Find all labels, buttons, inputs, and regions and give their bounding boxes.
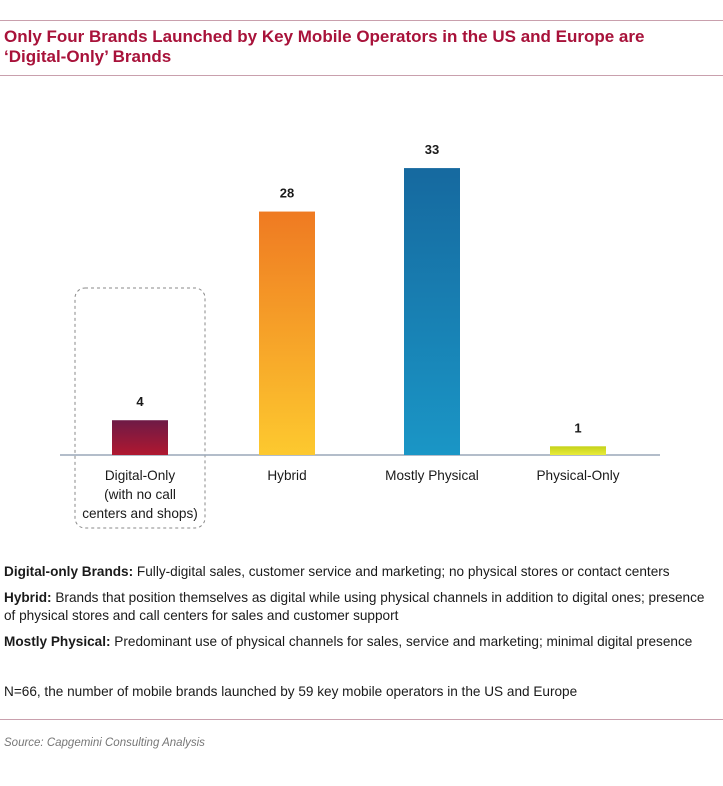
value-label-mostly-physical: 33 [425,142,439,157]
definition-term: Hybrid: [4,590,52,605]
category-sublabel-digital-only: (with no call [104,487,176,502]
source-note: Source: Capgemini Consulting Analysis [4,737,205,749]
highlight-box [74,287,206,529]
definition-term: Digital-only Brands: [4,564,134,579]
chart-title-line-2: ‘Digital-Only’ Brands [4,47,172,66]
category-label-digital-only: Digital-Only [105,468,175,483]
definition-term: Mostly Physical: [4,634,111,649]
bar-digital-only [112,420,168,455]
definition-digital-only: Digital-only Brands: Fully-digital sales… [4,563,716,581]
category-label-mostly-physical: Mostly Physical [385,468,479,483]
definition-mostly-physical: Mostly Physical: Predominant use of phys… [4,633,716,651]
category-label-hybrid: Hybrid [267,468,306,483]
category-sublabel-digital-only: centers and shops) [82,506,198,521]
definition-text: Predominant use of physical channels for… [110,634,693,649]
definition-hybrid: Hybrid: Brands that position themselves … [4,589,716,625]
category-label-physical-only: Physical-Only [536,468,619,483]
footer-rule [0,719,723,720]
definition-text: Brands that position themselves as digit… [4,590,705,623]
value-label-hybrid: 28 [280,186,294,201]
definitions: Digital-only Brands: Fully-digital sales… [4,563,716,659]
bar-physical-only [550,446,606,455]
value-label-digital-only: 4 [136,394,144,409]
title-rule [0,75,723,76]
top-rule [0,20,723,21]
definition-text: Fully-digital sales, customer service an… [133,564,670,579]
bar-mostly-physical [404,168,460,455]
bar-chart: 4 Digital-Only (with no call centers and sh… [60,142,660,529]
chart-title: Only Four Brands Launched by Key Mobile … [4,27,704,67]
value-label-physical-only: 1 [574,420,581,435]
bar-hybrid [259,211,315,455]
sample-note: N=66, the number of mobile brands launch… [4,684,578,699]
chart-title-line-1: Only Four Brands Launched by Key Mobile … [4,27,645,46]
